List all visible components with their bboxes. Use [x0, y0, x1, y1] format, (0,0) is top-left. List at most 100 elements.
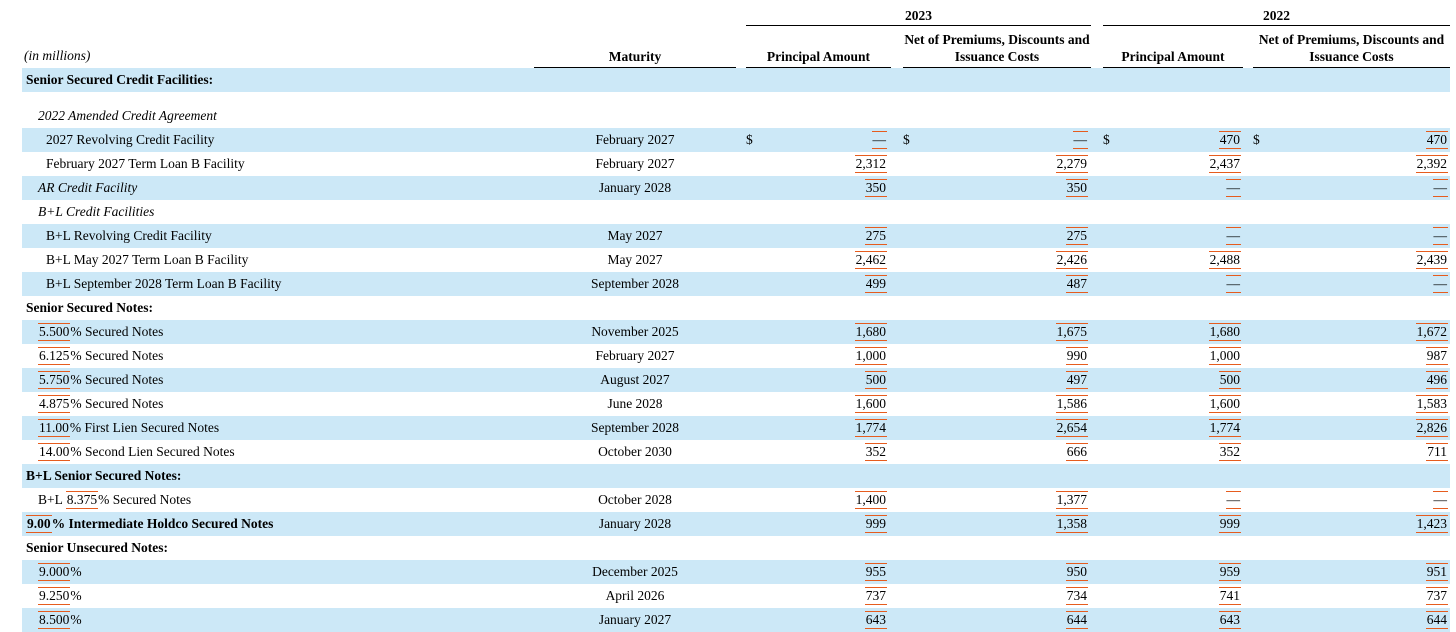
- amount-value: 487: [1065, 275, 1088, 293]
- spacer-cell: [22, 92, 1450, 104]
- maturity-value: February 2027: [595, 156, 675, 171]
- label-text: % Secured Notes: [70, 372, 164, 388]
- label-text: % Secured Notes: [70, 396, 164, 412]
- amount-cell: [1243, 296, 1450, 320]
- row-label: 5.500% Secured Notes: [22, 320, 532, 344]
- maturity-header-label: Maturity: [608, 48, 662, 64]
- row-label: 9.250%: [22, 584, 532, 608]
- item-row: 6.125% Secured Notes February 2027 1,000 99…: [22, 344, 1450, 368]
- amount-cell: 737: [1243, 584, 1450, 608]
- maturity-cell: May 2027: [532, 224, 738, 248]
- amount-value: 1,000: [854, 347, 887, 365]
- principal-header-2022: Principal Amount: [1091, 26, 1243, 68]
- label-text: % Secured Notes: [70, 324, 164, 340]
- amount-cell: [738, 296, 891, 320]
- amount-cell: 999: [1091, 512, 1243, 536]
- label-text: Senior Secured Notes:: [26, 300, 153, 315]
- row-label: 4.875% Secured Notes: [22, 392, 532, 416]
- item-row: 9.00% Intermediate Holdco Secured Notes J…: [22, 512, 1450, 536]
- rate-number: 9.00: [26, 515, 52, 533]
- row-label: 2027 Revolving Credit Facility: [22, 128, 532, 152]
- amount-cell: [1091, 68, 1243, 92]
- amount-value: 666: [1065, 443, 1088, 461]
- maturity-value: November 2025: [591, 324, 679, 339]
- item-row: B+L September 2028 Term Loan B Facility S…: [22, 272, 1450, 296]
- amount-value: 1,600: [1208, 395, 1241, 413]
- principal-header-label: Principal Amount: [1121, 48, 1225, 64]
- amount-cell: [738, 104, 891, 128]
- maturity-cell: September 2028: [532, 416, 738, 440]
- amount-value: 1,680: [854, 323, 887, 341]
- row-label: 9.00% Intermediate Holdco Secured Notes: [22, 512, 532, 536]
- amount-cell: 644: [891, 608, 1091, 632]
- amount-cell: 2,437: [1091, 152, 1243, 176]
- amount-cell: [738, 464, 891, 488]
- net-header-line2: Issuance Costs: [1309, 48, 1394, 64]
- maturity-value: April 2026: [605, 588, 665, 603]
- maturity-cell: [532, 536, 738, 560]
- amount-cell: 2,439: [1243, 248, 1450, 272]
- amount-value: 2,826: [1415, 419, 1448, 437]
- net-header-line1: Net of Premiums, Discounts and: [1258, 32, 1445, 48]
- amount-value: 1,358: [1055, 515, 1088, 533]
- amount-value: 990: [1065, 347, 1088, 365]
- label-text: 2027 Revolving Credit Facility: [46, 132, 215, 147]
- amount-value: 987: [1425, 347, 1448, 365]
- rate-number: 5.750: [38, 371, 71, 389]
- amount-value: 1,000: [1208, 347, 1241, 365]
- amount-cell: [738, 68, 891, 92]
- amount-cell: 352: [738, 440, 891, 464]
- amount-value: 1,680: [1208, 323, 1241, 341]
- row-label: 11.00% First Lien Secured Notes: [22, 416, 532, 440]
- amount-cell: 950: [891, 560, 1091, 584]
- amount-value: 352: [864, 443, 887, 461]
- amount-cell: [1243, 536, 1450, 560]
- maturity-cell: May 2027: [532, 248, 738, 272]
- row-label: 8.500%: [22, 608, 532, 632]
- amount-cell: [1091, 464, 1243, 488]
- item-row: 5.500% Secured Notes November 2025 1,680 1,…: [22, 320, 1450, 344]
- amount-cell: 1,774: [738, 416, 891, 440]
- amount-cell: 1,400: [738, 488, 891, 512]
- item-row: B+L Revolving Credit Facility May 2027 275…: [22, 224, 1450, 248]
- amount-cell: —: [1091, 176, 1243, 200]
- net-header-2022: Net of Premiums, Discounts and Issuance …: [1243, 26, 1450, 68]
- maturity-value: October 2028: [598, 492, 672, 507]
- amount-value: 1,672: [1415, 323, 1448, 341]
- amount-cell: [891, 200, 1091, 224]
- row-label: B+L May 2027 Term Loan B Facility: [22, 248, 532, 272]
- rate-number: 8.500: [38, 611, 71, 629]
- amount-value: 500: [864, 371, 887, 389]
- amount-value: 959: [1218, 563, 1241, 581]
- item-row: 14.00% Second Lien Secured Notes October …: [22, 440, 1450, 464]
- dollar-sign: $: [746, 131, 753, 147]
- label-text: Senior Secured Credit Facilities:: [26, 72, 214, 87]
- amount-value: —: [1432, 491, 1448, 509]
- amount-cell: 951: [1243, 560, 1450, 584]
- row-label: Senior Secured Notes:: [22, 296, 532, 320]
- net-header-line2: Issuance Costs: [954, 48, 1040, 64]
- row-label: B+L Senior Secured Notes:: [22, 464, 532, 488]
- amount-value: 2,462: [854, 251, 887, 269]
- label-text: 2022 Amended Credit Agreement: [38, 108, 217, 123]
- amount-cell: 2,654: [891, 416, 1091, 440]
- item-row: February 2027 Term Loan B Facility Februa…: [22, 152, 1450, 176]
- amount-cell: 711: [1243, 440, 1450, 464]
- amount-cell: 496: [1243, 368, 1450, 392]
- rate-number: 9.000: [38, 563, 71, 581]
- amount-cell: —: [1091, 488, 1243, 512]
- label-text: % Secured Notes: [70, 348, 164, 364]
- amount-cell: 2,826: [1243, 416, 1450, 440]
- amount-cell: $470: [1091, 128, 1243, 152]
- rate-number: 9.250: [38, 587, 71, 605]
- amount-cell: 1,000: [738, 344, 891, 368]
- amount-value: 470: [1425, 131, 1448, 149]
- amount-value: 2,426: [1055, 251, 1088, 269]
- row-label: 9.000%: [22, 560, 532, 584]
- label-text: B+L September 2028 Term Loan B Facility: [46, 276, 282, 291]
- label-text: % Second Lien Secured Notes: [70, 444, 235, 460]
- label-text: % Intermediate Holdco Secured Notes: [51, 516, 274, 532]
- amount-cell: [1243, 200, 1450, 224]
- amount-cell: 1,774: [1091, 416, 1243, 440]
